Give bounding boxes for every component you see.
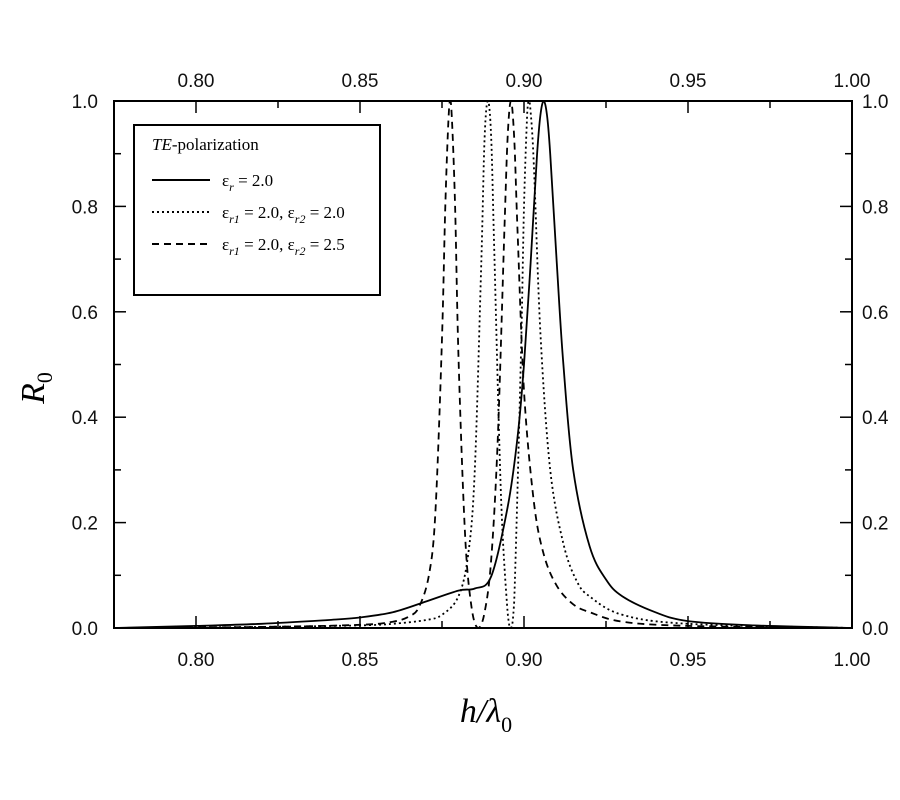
top-x-tick-label: 0.85 [342, 71, 379, 92]
right-y-tick-label: 0.0 [862, 619, 888, 640]
x-tick-label: 0.85 [342, 650, 379, 671]
y-tick-label: 1.0 [72, 92, 98, 113]
y-tick-label: 0.8 [72, 197, 98, 218]
y-tick-label: 0.0 [72, 619, 98, 640]
top-x-tick-label: 0.90 [506, 71, 543, 92]
legend-entry-dashed: εr1 = 2.0, εr2 = 2.5 [222, 235, 345, 258]
y-tick-label: 0.4 [72, 408, 99, 429]
x-axis-title: h/λ0 [460, 693, 512, 737]
right-y-tick-label: 0.6 [862, 303, 888, 324]
right-y-tick-label: 1.0 [862, 92, 888, 113]
plot-frame [113, 100, 853, 629]
x-tick-label: 1.00 [834, 650, 871, 671]
right-y-tick-label: 0.2 [862, 514, 888, 535]
y-tick-label: 0.2 [72, 514, 98, 535]
right-y-tick-label: 0.4 [862, 408, 889, 429]
y-axis-title: R0 [15, 372, 57, 405]
x-tick-label: 0.80 [178, 650, 215, 671]
legend-entry-dotted: εr1 = 2.0, εr2 = 2.0 [222, 203, 345, 226]
top-x-tick-label: 1.00 [834, 71, 871, 92]
legend-entry-solid: εr = 2.0 [222, 171, 273, 194]
right-y-tick-label: 0.8 [862, 197, 888, 218]
x-tick-label: 0.90 [506, 650, 543, 671]
tick-labels: 0.80 0.85 0.90 0.95 1.000.80 0.85 0.90 0.95 1.00… [72, 71, 889, 671]
legend: TE-polarization εr = 2.0 εr1 = 2.0, εr2 … [133, 124, 381, 296]
axis-ticks [113, 100, 853, 629]
top-x-tick-label: 0.80 [178, 71, 215, 92]
y-tick-label: 0.6 [72, 303, 98, 324]
top-x-tick-label: 0.95 [670, 71, 707, 92]
legend-box [133, 124, 381, 296]
legend-title: TE-polarization [152, 135, 259, 154]
curve-solid [113, 100, 853, 629]
x-tick-label: 0.95 [670, 650, 707, 671]
curve-dotted [113, 100, 853, 629]
